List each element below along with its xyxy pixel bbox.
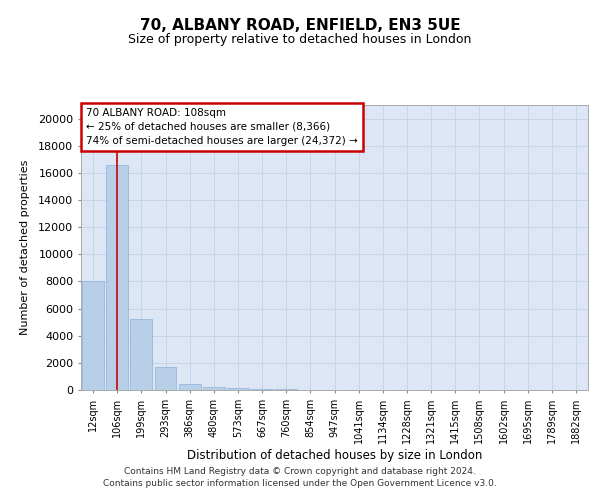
Bar: [106, 164, 128, 390]
Text: Size of property relative to detached houses in London: Size of property relative to detached ho…: [128, 32, 472, 46]
Bar: [179, 384, 200, 390]
Bar: [227, 388, 249, 390]
Bar: [203, 388, 224, 390]
Text: 70, ALBANY ROAD, ENFIELD, EN3 5UE: 70, ALBANY ROAD, ENFIELD, EN3 5UE: [140, 18, 460, 32]
Y-axis label: Number of detached properties: Number of detached properties: [20, 160, 30, 335]
Bar: [155, 367, 176, 390]
X-axis label: Distribution of detached houses by size in London: Distribution of detached houses by size …: [187, 448, 482, 462]
Bar: [251, 389, 273, 390]
Text: Contains HM Land Registry data © Crown copyright and database right 2024.
Contai: Contains HM Land Registry data © Crown c…: [103, 466, 497, 487]
Bar: [130, 320, 152, 390]
Bar: [82, 282, 104, 390]
Text: 70 ALBANY ROAD: 108sqm
← 25% of detached houses are smaller (8,366)
74% of semi-: 70 ALBANY ROAD: 108sqm ← 25% of detached…: [86, 108, 358, 146]
